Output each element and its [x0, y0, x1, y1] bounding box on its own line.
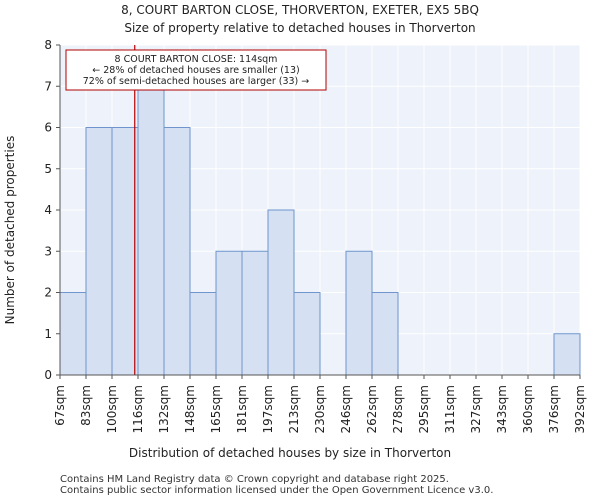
- x-tick-label: 327sqm: [469, 385, 483, 433]
- histogram-bar: [85, 127, 113, 376]
- histogram-bar: [215, 250, 243, 376]
- histogram-bar: [189, 292, 217, 376]
- x-tick-label: 100sqm: [105, 385, 119, 433]
- y-tick-label: 0: [44, 368, 52, 382]
- x-tick-label: 83sqm: [79, 385, 93, 426]
- annotation-line: 72% of semi-detached houses are larger (…: [83, 76, 310, 87]
- x-tick-label: 311sqm: [443, 385, 457, 433]
- x-tick-label: 213sqm: [287, 385, 301, 433]
- chart-subtitle: Size of property relative to detached ho…: [124, 21, 475, 35]
- annotation-line: ← 28% of detached houses are smaller (13…: [92, 65, 299, 76]
- histogram-bar: [163, 127, 191, 376]
- y-tick-label: 6: [44, 121, 52, 135]
- histogram-bar: [111, 127, 139, 376]
- footer-licence: Contains public sector information licen…: [60, 485, 494, 496]
- x-tick-label: 132sqm: [157, 385, 171, 433]
- x-axis-label: Distribution of detached houses by size …: [129, 446, 451, 460]
- histogram-bar: [137, 85, 165, 376]
- y-tick-label: 3: [44, 244, 52, 258]
- x-tick-label: 392sqm: [573, 385, 587, 433]
- footer-copyright: Contains HM Land Registry data © Crown c…: [60, 474, 449, 485]
- x-tick-label: 116sqm: [131, 385, 145, 433]
- y-tick-label: 8: [44, 38, 52, 52]
- x-tick-label: 67sqm: [53, 385, 67, 426]
- x-tick-label: 376sqm: [547, 385, 561, 433]
- histogram-bar: [241, 250, 269, 376]
- x-tick-label: 197sqm: [261, 385, 275, 433]
- histogram-bar: [345, 250, 373, 376]
- y-tick-label: 2: [44, 286, 52, 300]
- y-tick-label: 4: [44, 203, 52, 217]
- x-tick-label: 181sqm: [235, 385, 249, 433]
- y-tick-label: 5: [44, 162, 52, 176]
- x-tick-label: 165sqm: [209, 385, 223, 433]
- annotation-box: [65, 49, 327, 91]
- chart-title: 8, COURT BARTON CLOSE, THORVERTON, EXETE…: [121, 3, 479, 17]
- histogram-bar: [293, 292, 321, 376]
- x-tick-label: 343sqm: [495, 385, 509, 433]
- histogram-bar: [59, 292, 87, 376]
- y-tick-label: 1: [44, 327, 52, 341]
- x-tick-label: 230sqm: [313, 385, 327, 433]
- histogram-bar: [267, 209, 295, 376]
- x-tick-label: 295sqm: [417, 385, 431, 433]
- y-axis-label: Number of detached properties: [3, 136, 17, 325]
- annotation-line: 8 COURT BARTON CLOSE: 114sqm: [115, 54, 278, 65]
- chart: 8, COURT BARTON CLOSE, THORVERTON, EXETE…: [3, 3, 587, 460]
- x-tick-label: 246sqm: [339, 385, 353, 433]
- x-tick-label: 262sqm: [365, 385, 379, 433]
- x-tick-label: 278sqm: [391, 385, 405, 433]
- histogram-bar: [553, 333, 581, 376]
- histogram-bar: [371, 292, 399, 376]
- y-tick-label: 7: [44, 79, 52, 93]
- x-tick-label: 360sqm: [521, 385, 535, 433]
- x-tick-label: 148sqm: [183, 385, 197, 433]
